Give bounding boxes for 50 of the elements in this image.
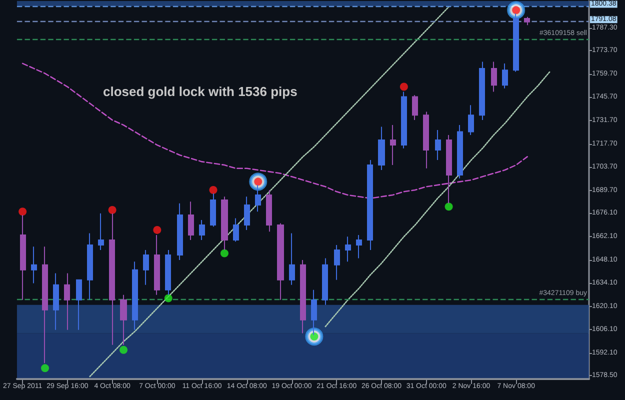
candlestick bbox=[143, 249, 149, 286]
point bbox=[41, 364, 50, 372]
candlestick bbox=[524, 16, 530, 26]
line-series bbox=[89, 6, 450, 378]
point bbox=[153, 226, 162, 234]
point bbox=[108, 206, 116, 214]
candlestick bbox=[491, 61, 497, 92]
candlestick bbox=[289, 232, 295, 286]
text: closed gold lock with 1536 pips bbox=[103, 84, 298, 99]
candlestick bbox=[479, 61, 485, 121]
candlestick bbox=[177, 202, 183, 260]
candlestick bbox=[412, 94, 418, 121]
candlestick bbox=[53, 272, 59, 330]
candlestick bbox=[120, 294, 127, 346]
candlestick bbox=[401, 91, 407, 149]
candlestick bbox=[76, 279, 82, 330]
point bbox=[220, 249, 228, 258]
candlestick bbox=[42, 246, 48, 364]
candlestick bbox=[423, 111, 429, 169]
candlestick bbox=[356, 234, 362, 259]
candlestick bbox=[132, 261, 138, 330]
candlestick bbox=[334, 244, 340, 280]
candlestick bbox=[87, 232, 93, 300]
candlestick bbox=[233, 218, 239, 242]
candlestick bbox=[244, 196, 250, 230]
candlestick bbox=[154, 234, 160, 296]
point bbox=[209, 186, 218, 194]
candlestick bbox=[199, 219, 205, 240]
candlestick bbox=[468, 104, 474, 136]
candlestick bbox=[266, 190, 272, 232]
line-series bbox=[22, 62, 528, 199]
candlestick bbox=[64, 272, 70, 330]
candlestick bbox=[322, 258, 328, 306]
candlestick bbox=[435, 130, 441, 161]
candlestick bbox=[378, 126, 385, 171]
point bbox=[164, 294, 172, 302]
point bbox=[400, 82, 408, 91]
candlestick bbox=[188, 201, 194, 240]
candlestick bbox=[502, 62, 508, 89]
point bbox=[444, 202, 453, 211]
candlestick bbox=[31, 246, 37, 284]
candlestick bbox=[300, 259, 306, 334]
point bbox=[120, 346, 128, 354]
candlestick bbox=[98, 212, 104, 250]
candlestick bbox=[277, 222, 284, 300]
point bbox=[18, 208, 27, 216]
candlestick bbox=[345, 236, 351, 262]
candlestick bbox=[457, 124, 463, 179]
candlestick bbox=[390, 124, 396, 166]
candlestick bbox=[367, 160, 373, 250]
